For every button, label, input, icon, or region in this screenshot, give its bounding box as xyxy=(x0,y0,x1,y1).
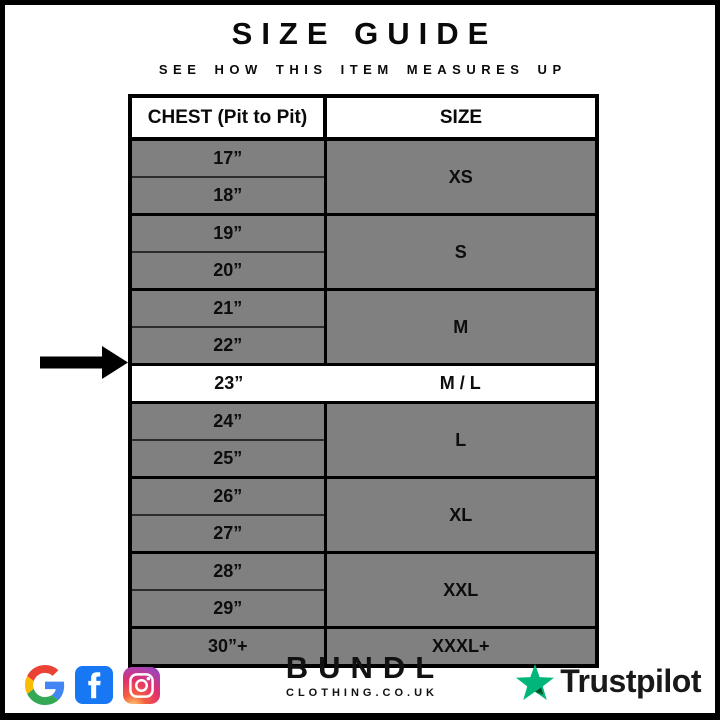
highlight-arrow-icon xyxy=(40,346,128,379)
table-row: 24” L xyxy=(130,402,597,479)
size-cell-highlighted: M / L xyxy=(439,373,481,393)
chest-cell-highlighted: 23” xyxy=(214,373,244,393)
table-header-row: CHEST (Pit to Pit) SIZE xyxy=(128,94,599,141)
trustpilot-label: Trustpilot xyxy=(560,663,701,699)
chest-cell: 17” xyxy=(130,139,327,178)
size-cell: S xyxy=(325,214,597,291)
chest-cell: 26” xyxy=(130,477,327,516)
size-cell: L xyxy=(325,402,597,479)
google-icon[interactable] xyxy=(25,665,65,705)
table-row: 26” XL xyxy=(130,477,597,554)
size-cell: XS xyxy=(325,139,597,216)
trustpilot-badge[interactable]: Trustpilot xyxy=(516,663,701,700)
table-row: 18” xyxy=(130,177,597,216)
chest-cell: 24” xyxy=(130,402,327,441)
size-cell: XXL xyxy=(325,552,597,629)
table-row: 27” xyxy=(130,515,597,554)
table-row: 25” xyxy=(130,440,597,479)
trustpilot-star-icon xyxy=(516,663,555,700)
chest-cell: 21” xyxy=(130,289,327,328)
table-row: 21” M xyxy=(130,289,597,366)
facebook-icon[interactable] xyxy=(75,666,113,704)
chest-cell: 22” xyxy=(130,327,327,366)
chest-cell: 29” xyxy=(130,590,327,629)
social-icons xyxy=(25,665,160,705)
table-row: 19” S xyxy=(130,214,597,291)
table-row: 20” xyxy=(130,252,597,291)
table-row: 17” XS xyxy=(130,139,597,216)
page-title: SIZE GUIDE xyxy=(231,16,498,51)
size-column-header: SIZE xyxy=(323,94,599,141)
chest-cell: 20” xyxy=(130,252,327,291)
table-row: 29” xyxy=(130,590,597,629)
chest-cell: 28” xyxy=(130,552,327,591)
brand-logo: BUNDL CLOTHING.CO.UK xyxy=(5,650,715,700)
brand-name: BUNDL xyxy=(285,650,445,685)
brand-url: CLOTHING.CO.UK xyxy=(286,687,438,700)
table-row: 30”+ XXXL+ xyxy=(130,627,597,668)
size-cell: M xyxy=(325,289,597,366)
instagram-icon[interactable] xyxy=(123,666,160,704)
chest-column-header: CHEST (Pit to Pit) xyxy=(128,94,327,141)
page-subtitle: SEE HOW THIS ITEM MEASURES UP xyxy=(158,62,567,77)
chest-cell: 27” xyxy=(130,515,327,554)
highlighted-table-row: 23” M / L xyxy=(130,363,597,404)
size-guide-table: CHEST (Pit to Pit) SIZE 17” XS 18” 19” S… xyxy=(128,94,599,668)
table-row: 22” xyxy=(130,327,597,366)
table-row: 28” XXL xyxy=(130,552,597,629)
chest-cell: 18” xyxy=(130,177,327,216)
size-cell: XL xyxy=(325,477,597,554)
chest-cell: 30”+ xyxy=(130,627,327,668)
size-cell: XXXL+ xyxy=(325,627,597,668)
chest-cell: 19” xyxy=(130,214,327,253)
chest-cell: 25” xyxy=(130,440,327,479)
